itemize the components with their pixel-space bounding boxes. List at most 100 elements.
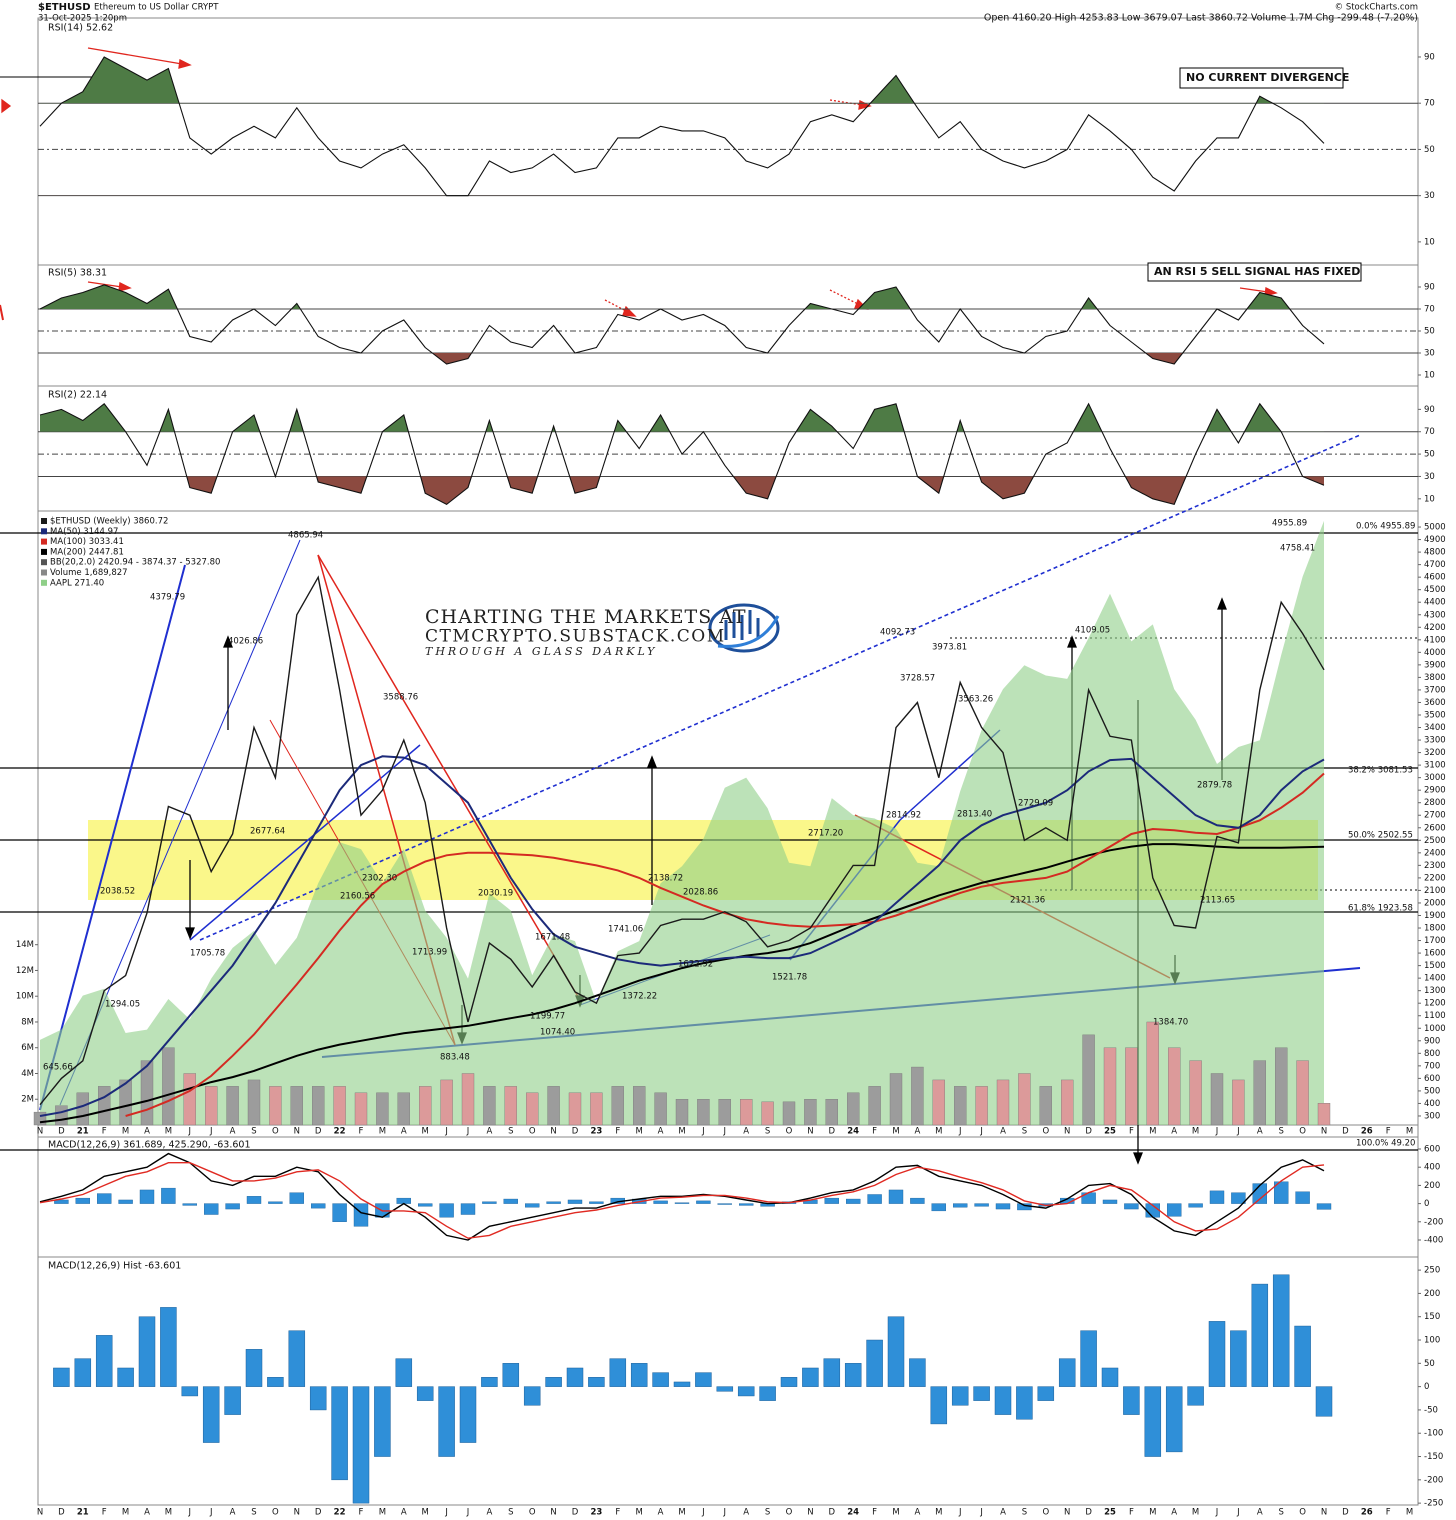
y-tick-label: 4000 xyxy=(1424,648,1446,658)
histogram-bar xyxy=(1081,1192,1096,1204)
price-line xyxy=(39,575,1325,1106)
price-label: 4026.86 xyxy=(228,637,263,647)
histogram-bar xyxy=(96,1193,112,1204)
x-tick-label: J xyxy=(979,1127,983,1137)
volume-bar xyxy=(568,1092,582,1126)
legend-swatch xyxy=(41,528,47,535)
x-tick-label: M xyxy=(892,1508,899,1518)
price-label: 4092.73 xyxy=(880,628,915,638)
histogram-bar xyxy=(395,1358,413,1387)
volume-bar xyxy=(718,1099,731,1126)
x-tick-label: M xyxy=(935,1508,942,1518)
y-tick-label: 4700 xyxy=(1424,560,1446,570)
volume-bar xyxy=(932,1079,945,1126)
volume-bar xyxy=(1082,1034,1095,1126)
volume-bar xyxy=(1103,1047,1117,1126)
x-tick-label: S xyxy=(1278,1127,1283,1137)
y-tick-label: 10 xyxy=(1424,371,1435,381)
x-tick-label: J xyxy=(188,1127,192,1137)
rsi-line xyxy=(39,284,1325,365)
watermark: THROUGH A GLASS DARKLY xyxy=(425,645,657,658)
y-tick-label: 4500 xyxy=(1424,585,1446,595)
histogram-bar xyxy=(974,1203,989,1207)
y-tick-label: 3300 xyxy=(1424,736,1446,746)
y-tick-label: 250 xyxy=(1424,1266,1440,1276)
x-tick-label: J xyxy=(209,1127,213,1137)
x-tick-label: J xyxy=(723,1508,727,1518)
x-tick-label: 25 xyxy=(1104,1127,1116,1137)
x-tick-label: O xyxy=(1299,1127,1306,1137)
histogram-bar xyxy=(117,1367,134,1387)
histogram-bar xyxy=(567,1199,583,1204)
histogram-bar xyxy=(225,1203,240,1210)
histogram-bar xyxy=(1251,1283,1269,1387)
volume-bar xyxy=(1060,1079,1074,1126)
y-tick-label: 3000 xyxy=(1424,773,1446,783)
histogram-bar xyxy=(1272,1274,1290,1387)
volume-bar xyxy=(526,1092,539,1126)
y-tick-label: 800 xyxy=(1424,1049,1440,1059)
y-tick-label: 3600 xyxy=(1424,698,1446,708)
x-tick-label: F xyxy=(359,1127,364,1137)
x-tick-label: A xyxy=(658,1127,664,1137)
y-tick-label: 90 xyxy=(1424,52,1435,62)
y-tick-label: 3200 xyxy=(1424,748,1446,758)
y-tick-label: 4100 xyxy=(1424,635,1446,645)
y-tick-label: 600 xyxy=(1424,1145,1440,1155)
price-label: 4109.05 xyxy=(1075,626,1110,636)
histogram-bar xyxy=(1295,1191,1310,1204)
histogram-bar xyxy=(246,1196,262,1204)
price-label: 2030.19 xyxy=(478,889,513,899)
x-tick-label: A xyxy=(401,1508,407,1518)
histogram-bar xyxy=(161,1187,176,1204)
price-label: 1622.92 xyxy=(678,960,713,970)
y-tick-label: 90 xyxy=(1424,405,1435,415)
y-tick-label: 12M xyxy=(16,966,34,976)
x-tick-label: A xyxy=(401,1127,407,1137)
histogram-bar xyxy=(696,1200,711,1204)
y-tick-label: 4200 xyxy=(1424,623,1446,633)
x-tick-label: J xyxy=(958,1127,962,1137)
x-tick-label: O xyxy=(272,1127,279,1137)
volume-bar xyxy=(119,1079,132,1126)
histogram-bar xyxy=(931,1203,946,1212)
y-tick-label: 4600 xyxy=(1424,573,1446,583)
volume-bar xyxy=(954,1086,967,1126)
x-tick-label: J xyxy=(979,1508,983,1518)
volume-bar xyxy=(825,1099,838,1126)
x-tick-label: D xyxy=(1085,1508,1092,1518)
x-tick-label: A xyxy=(658,1508,664,1518)
price-label: 2302.30 xyxy=(362,874,397,884)
x-tick-label: J xyxy=(701,1127,705,1137)
oversold-fill xyxy=(40,476,1324,505)
histogram-bar xyxy=(1123,1386,1140,1415)
x-tick-label: A xyxy=(144,1127,150,1137)
x-tick-label: M xyxy=(122,1127,129,1137)
x-tick-label: F xyxy=(872,1508,877,1518)
x-tick-label: D xyxy=(58,1127,65,1137)
y-tick-label: 600 xyxy=(1424,1074,1440,1084)
price-label: 1384.70 xyxy=(1153,1018,1188,1028)
x-tick-label: M xyxy=(165,1127,172,1137)
y-tick-label: -50 xyxy=(1424,1405,1438,1415)
volume-bar xyxy=(1167,1047,1181,1126)
histogram-bar xyxy=(609,1358,627,1387)
x-tick-label: D xyxy=(315,1508,322,1518)
volume-bar xyxy=(483,1086,496,1126)
histogram-bar xyxy=(503,1198,518,1204)
x-tick-label: M xyxy=(1406,1508,1413,1518)
price-label: 1074.40 xyxy=(540,1028,575,1038)
price-label: 1521.78 xyxy=(772,973,807,983)
y-tick-label: 1500 xyxy=(1424,961,1446,971)
price-label: 883.48 xyxy=(440,1053,470,1063)
histogram-bar xyxy=(268,1201,283,1204)
x-tick-label: N xyxy=(37,1127,43,1137)
x-tick-label: J xyxy=(1236,1127,1240,1137)
y-tick-label: -400 xyxy=(1424,1235,1443,1245)
x-tick-label: A xyxy=(914,1127,920,1137)
y-tick-label: 2900 xyxy=(1424,786,1446,796)
y-tick-label: 4M xyxy=(21,1069,34,1079)
x-tick-label: S xyxy=(1022,1127,1027,1137)
histogram-bar xyxy=(802,1367,819,1387)
histogram-bar xyxy=(353,1203,369,1227)
